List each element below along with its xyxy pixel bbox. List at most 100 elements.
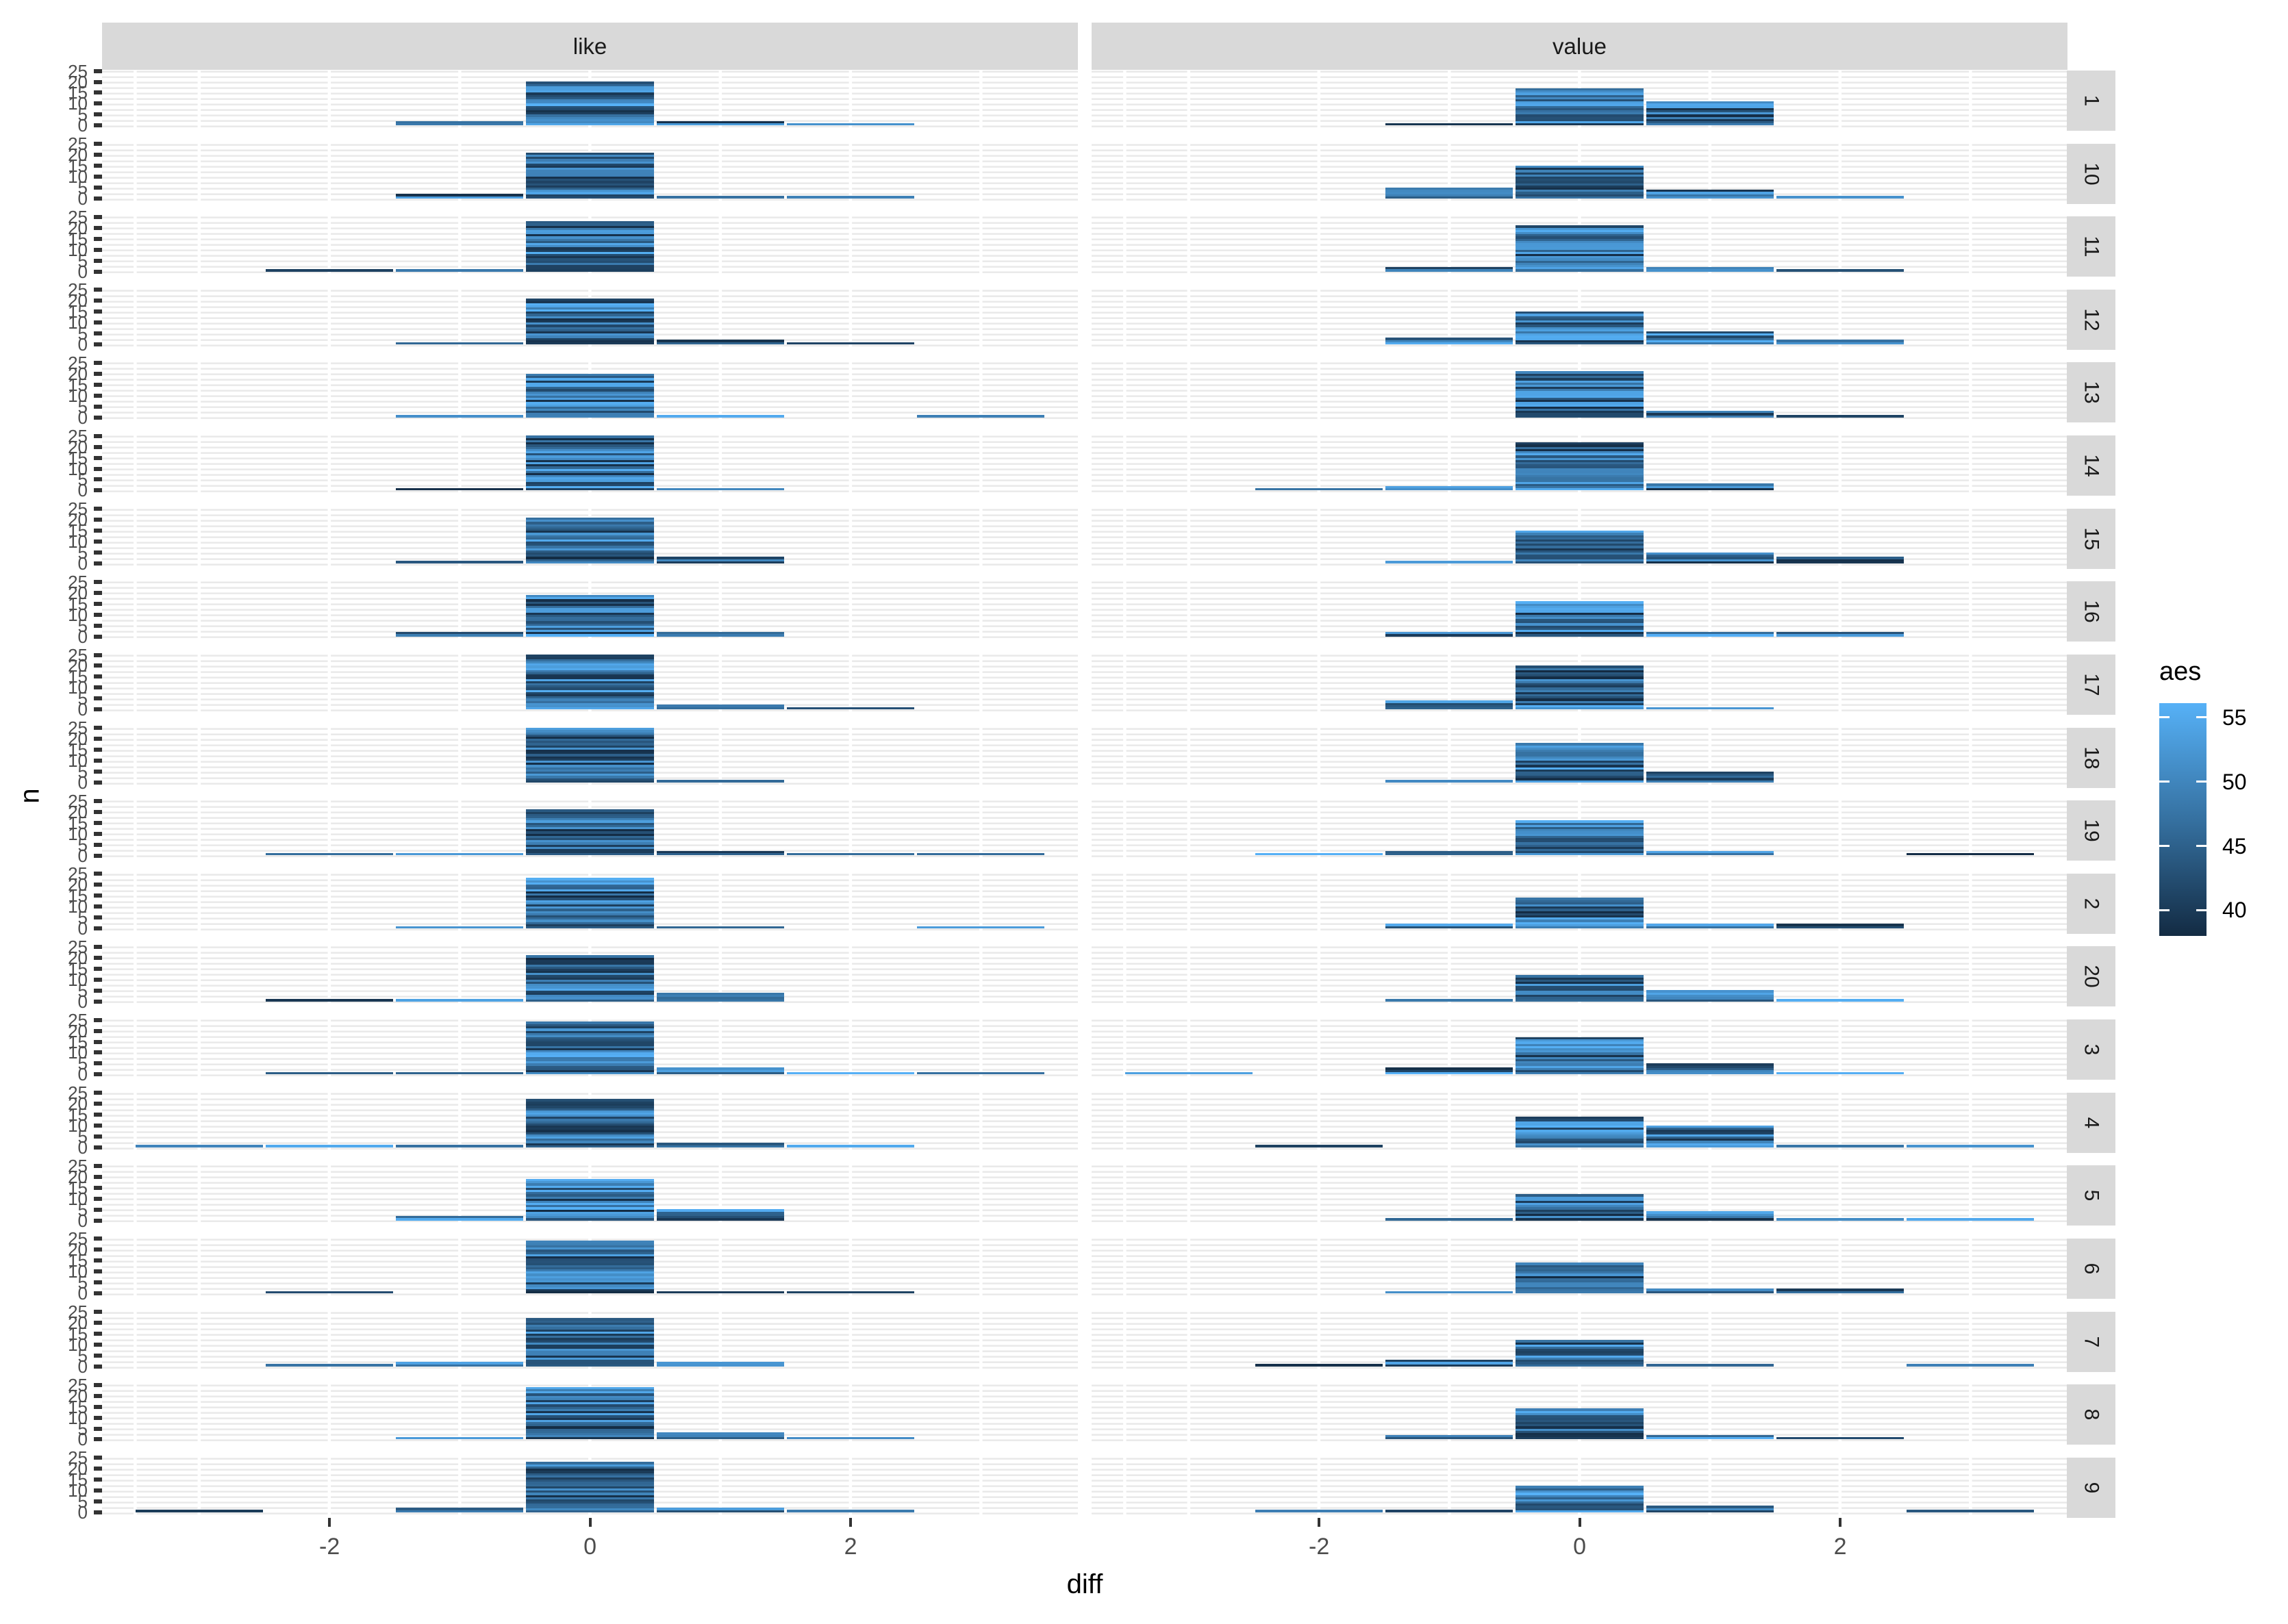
y-tick-label: 5 bbox=[77, 834, 88, 855]
bar-segment bbox=[1516, 839, 1644, 843]
bar-segment bbox=[1516, 548, 1644, 550]
bar-segment bbox=[1516, 1141, 1644, 1143]
bar-segment bbox=[526, 178, 654, 181]
bar-segment bbox=[526, 397, 654, 401]
y-tick-label: 0 bbox=[77, 1356, 88, 1377]
y-tick-mark bbox=[94, 1258, 102, 1263]
facet-strip-row: 11 bbox=[2067, 216, 2115, 277]
bar-segment bbox=[656, 707, 784, 710]
bar-segment bbox=[1516, 685, 1644, 688]
bar-segment bbox=[1255, 1364, 1383, 1367]
bar-segment bbox=[526, 992, 654, 995]
bar-segment bbox=[1516, 167, 1644, 170]
bar-segment bbox=[526, 220, 654, 224]
facet-strip-row-label: 10 bbox=[2080, 162, 2103, 186]
bar-segment bbox=[526, 393, 654, 396]
facet-panel bbox=[1092, 873, 2067, 934]
bar-segment bbox=[526, 116, 654, 119]
bar-segment bbox=[526, 994, 654, 998]
bar-segment bbox=[1516, 620, 1644, 624]
bar-segment bbox=[526, 517, 654, 520]
bar-segment bbox=[526, 546, 654, 548]
bar-segment bbox=[1516, 185, 1644, 188]
facet-panel bbox=[102, 508, 1078, 569]
bar-segment bbox=[526, 678, 654, 681]
y-tick-label: 0 bbox=[77, 626, 88, 647]
bar bbox=[1516, 1037, 1644, 1075]
y-tick-label: 20 bbox=[68, 1093, 88, 1115]
facet-panel bbox=[1092, 1238, 2067, 1299]
bar-segment bbox=[1516, 410, 1644, 414]
y-tick-mark bbox=[94, 977, 102, 982]
bar-segment bbox=[1516, 1037, 1644, 1040]
bar-segment bbox=[1516, 105, 1644, 108]
y-tick-label: 25 bbox=[68, 1228, 88, 1249]
bar-segment bbox=[526, 634, 654, 637]
bar-segment bbox=[526, 440, 654, 443]
y-tick-label: 10 bbox=[68, 1115, 88, 1137]
y-tick-label: 25 bbox=[68, 498, 88, 520]
bar-segment bbox=[1516, 1503, 1644, 1506]
y-tick-mark bbox=[94, 371, 102, 376]
bar-segment bbox=[526, 373, 654, 377]
bar-segment bbox=[1385, 926, 1513, 929]
y-tick-label: 10 bbox=[68, 1188, 88, 1209]
bar-segment bbox=[396, 196, 524, 199]
y-tick-label: 20 bbox=[68, 874, 88, 896]
y-tick-label: 10 bbox=[68, 969, 88, 990]
bar-segment bbox=[526, 244, 654, 248]
bar-segment bbox=[526, 316, 654, 318]
bar-segment bbox=[526, 519, 654, 522]
bar-segment bbox=[1516, 260, 1644, 263]
bar-segment bbox=[266, 268, 394, 272]
legend-tick-mark bbox=[2159, 716, 2170, 719]
bar-segment bbox=[656, 1209, 784, 1212]
y-tick-label: 15 bbox=[68, 885, 88, 906]
bar-segment bbox=[1646, 554, 1774, 557]
bar-segment bbox=[526, 822, 654, 825]
y-tick-mark bbox=[94, 726, 102, 731]
bar bbox=[786, 1510, 915, 1513]
bar-segment bbox=[1385, 1069, 1513, 1073]
bar-segment bbox=[526, 1065, 654, 1068]
bar-segment bbox=[526, 1492, 654, 1495]
bar-segment bbox=[526, 1479, 654, 1482]
y-tick-label: 25 bbox=[68, 206, 88, 227]
bar bbox=[1646, 631, 1774, 637]
bar-segment bbox=[526, 375, 654, 379]
bar-segment bbox=[786, 707, 915, 710]
bar-segment bbox=[526, 1123, 654, 1126]
bar-segment bbox=[396, 342, 524, 345]
y-tick-label: 20 bbox=[68, 1166, 88, 1187]
bar-segment bbox=[656, 120, 784, 124]
y-tick-mark bbox=[94, 455, 102, 460]
bar-segment bbox=[526, 320, 654, 323]
bar-segment bbox=[1516, 672, 1644, 675]
bar-segment bbox=[526, 94, 654, 97]
bar-segment bbox=[1516, 674, 1644, 677]
bar bbox=[1385, 1291, 1513, 1294]
bar-segment bbox=[526, 758, 654, 761]
bar-segment bbox=[1516, 253, 1644, 257]
bar-segment bbox=[396, 120, 524, 124]
y-tick-mark bbox=[94, 1510, 102, 1515]
bar-segment bbox=[526, 437, 654, 441]
bar-segment bbox=[1776, 1145, 1904, 1147]
y-tick-label: 20 bbox=[68, 363, 88, 384]
bar-segment bbox=[1516, 1284, 1644, 1287]
bar-segment bbox=[526, 1125, 654, 1128]
facet-strip-row: 17 bbox=[2067, 654, 2115, 715]
bar-segment bbox=[526, 1256, 654, 1259]
bar-segment bbox=[526, 970, 654, 974]
bar-segment bbox=[1516, 546, 1644, 548]
facet-strip-row: 14 bbox=[2067, 435, 2115, 496]
bar-segment bbox=[1516, 926, 1644, 929]
bar-segment bbox=[526, 1050, 654, 1053]
bar-segment bbox=[1385, 191, 1513, 194]
bar bbox=[266, 999, 394, 1002]
bar-segment bbox=[786, 1436, 915, 1440]
bar-segment bbox=[526, 223, 654, 226]
bar-segment bbox=[1385, 631, 1513, 635]
bar-segment bbox=[526, 837, 654, 841]
